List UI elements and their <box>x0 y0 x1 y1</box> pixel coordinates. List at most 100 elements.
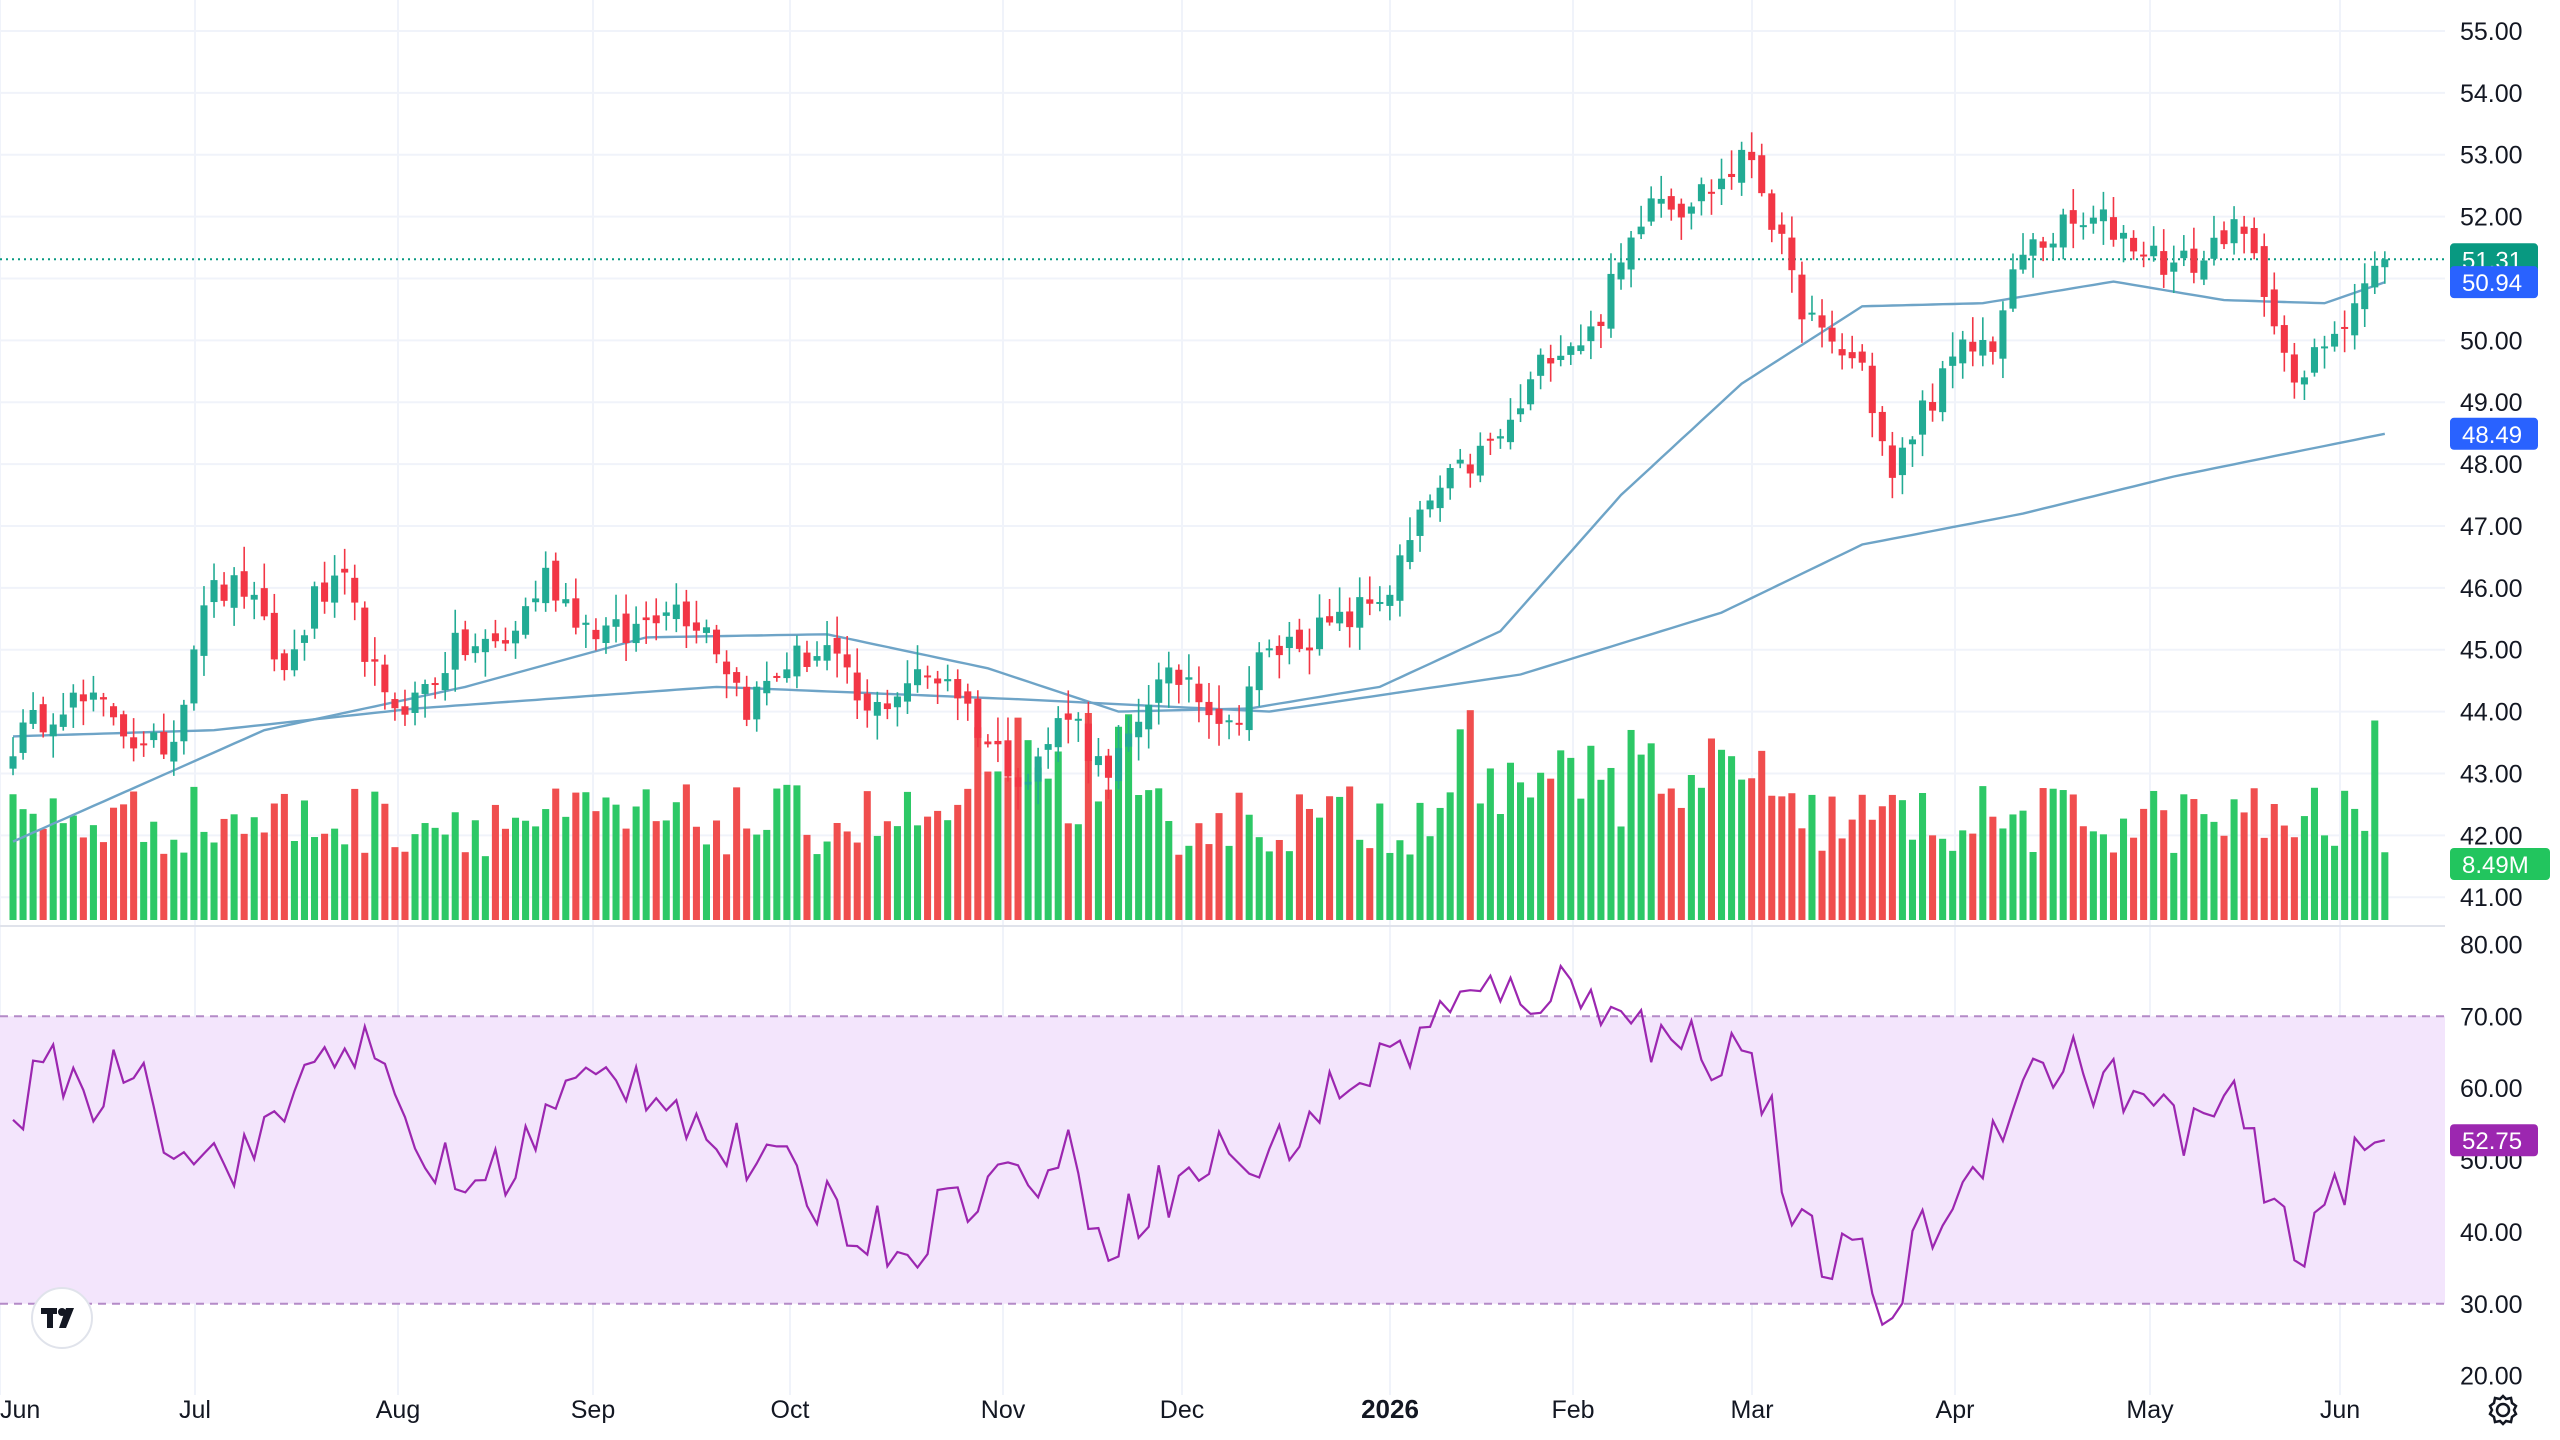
volume-bar <box>351 788 359 920</box>
candle <box>130 718 138 762</box>
candle <box>19 709 27 760</box>
candle <box>853 648 861 719</box>
time-tick-label: Nov <box>981 1396 1026 1424</box>
volume-bar <box>803 834 811 920</box>
candle <box>2270 272 2278 335</box>
candle <box>1024 773 1032 790</box>
volume-bar <box>1687 775 1695 920</box>
candle <box>2109 197 2117 247</box>
volume-bar <box>1165 821 1173 920</box>
candle <box>190 645 198 711</box>
candle <box>1878 406 1886 456</box>
volume-bar <box>883 821 891 920</box>
candle <box>1014 767 1022 810</box>
candle <box>1939 360 1947 422</box>
volume-bar <box>2220 835 2228 920</box>
volume-bar <box>1125 714 1133 920</box>
volume-bar <box>1828 796 1836 920</box>
candle <box>471 633 479 663</box>
time-tick-label: Oct <box>771 1396 810 1424</box>
candle <box>481 629 489 677</box>
candle <box>642 601 650 644</box>
candle <box>2300 370 2308 401</box>
volume-bar <box>200 831 208 920</box>
candle <box>1225 714 1233 740</box>
candle <box>150 723 158 748</box>
candle <box>763 661 771 706</box>
time-axis[interactable]: Jun Jul Aug Sep Oct Nov Dec 2026 Feb Mar Apr May Jun <box>0 1394 2360 1424</box>
volume-bar <box>1446 792 1454 920</box>
candle <box>984 734 992 748</box>
volume-bar <box>602 797 610 920</box>
candle <box>2130 230 2138 260</box>
volume-bar <box>190 786 198 920</box>
candle <box>2039 236 2047 262</box>
volume-bar <box>1084 713 1092 920</box>
volume-bar <box>1959 830 1967 920</box>
candle <box>2160 229 2168 288</box>
volume-bar <box>934 810 942 920</box>
volume-bar <box>250 817 258 920</box>
candle <box>1728 150 1736 190</box>
candle <box>2059 208 2067 260</box>
volume-bar <box>321 833 329 920</box>
candle <box>110 703 118 726</box>
rsi-pane <box>0 963 2445 1327</box>
candle <box>2089 205 2097 234</box>
volume-bar <box>853 842 861 920</box>
volume-bar <box>49 798 57 920</box>
rsi-tick-label: 20.00 <box>2460 1363 2523 1391</box>
price-tick-label: 49.00 <box>2460 389 2523 417</box>
volume-bar <box>2371 720 2379 920</box>
volume-bar <box>1758 750 1766 920</box>
time-tick-label: Sep <box>571 1396 615 1424</box>
volume-bar <box>1527 797 1535 920</box>
candle <box>903 660 911 714</box>
volume-bar <box>9 794 17 920</box>
volume-bar <box>1587 745 1595 920</box>
volume-bar <box>713 820 721 920</box>
candle <box>1577 324 1585 355</box>
candle <box>270 593 278 672</box>
candle <box>1637 205 1645 240</box>
volume-bar <box>411 834 419 920</box>
volume-bar <box>39 828 47 920</box>
volume-bar <box>1637 754 1645 920</box>
time-tick-label: Jun <box>2320 1396 2360 1424</box>
candle <box>702 619 710 644</box>
volume-bar <box>120 804 128 920</box>
volume-bar <box>512 817 520 920</box>
volume-bar <box>2331 845 2339 920</box>
candle <box>1205 683 1213 739</box>
volume-bar <box>733 787 741 920</box>
rsi-tick-label: 80.00 <box>2460 931 2523 959</box>
candle <box>522 597 530 639</box>
volume-bar <box>481 856 489 920</box>
candle <box>1788 216 1796 293</box>
candle <box>1034 747 1042 805</box>
candle <box>1858 344 1866 371</box>
candle <box>1386 585 1394 621</box>
volume-bar <box>1537 772 1545 920</box>
settings-button[interactable] <box>2488 1394 2518 1426</box>
candle <box>210 563 218 618</box>
candle <box>69 684 77 728</box>
volume-bar <box>1275 839 1283 920</box>
volume-bar <box>823 841 831 920</box>
candle <box>1758 143 1766 197</box>
candle <box>1416 500 1424 552</box>
volume-bar <box>2009 814 2017 920</box>
volume-bar <box>1416 802 1424 920</box>
volume-bar <box>1647 743 1655 920</box>
tradingview-logo[interactable] <box>31 1287 93 1349</box>
volume-bar <box>1667 788 1675 920</box>
volume-bar <box>2130 837 2138 920</box>
candle <box>300 629 308 661</box>
rsi-tick-label: 40.00 <box>2460 1219 2523 1247</box>
candle <box>311 581 319 639</box>
volume-badge <box>2450 848 2550 880</box>
candle <box>220 572 228 607</box>
price-axis[interactable]: 55.0054.0053.0052.0051.0050.0049.0048.00… <box>2460 18 2523 912</box>
